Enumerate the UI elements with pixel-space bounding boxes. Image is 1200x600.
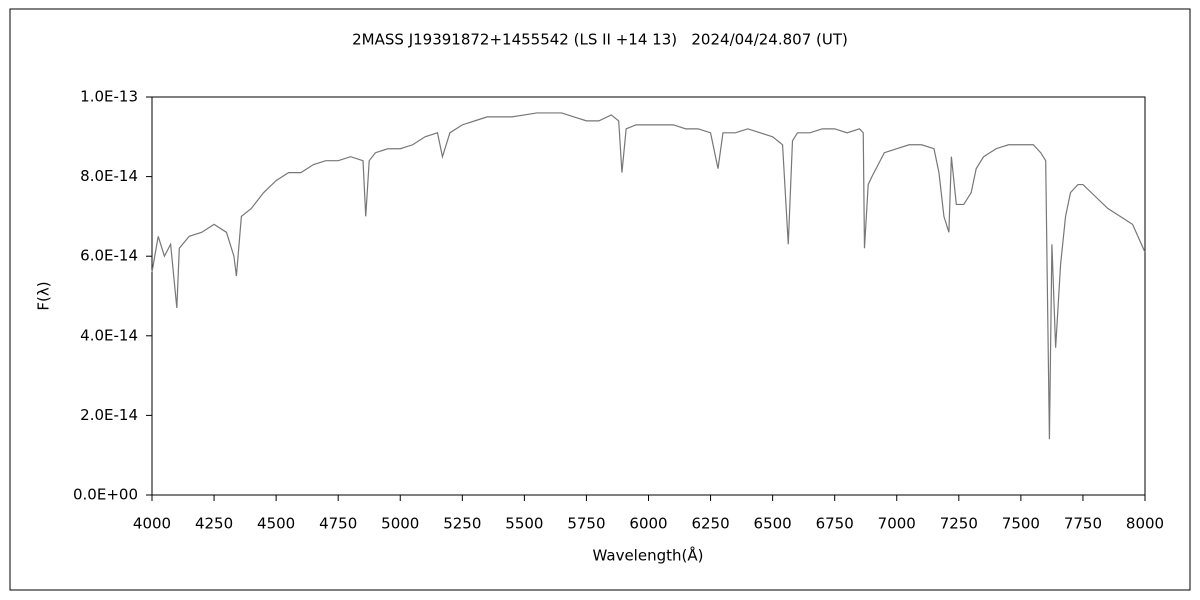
x-tick-label: 6750: [816, 515, 854, 533]
plot-frame: [151, 96, 1146, 496]
x-tick-label: 4500: [257, 515, 295, 533]
x-tick-label: 7750: [1064, 515, 1102, 533]
y-tick-label: 1.0E-13: [80, 88, 138, 106]
x-tick-label: 5500: [505, 515, 543, 533]
x-tick-label: 5250: [443, 515, 481, 533]
x-tick-label: 6500: [754, 515, 792, 533]
x-tick-label: 5750: [567, 515, 605, 533]
y-tick-label: 4.0E-14: [80, 326, 138, 344]
y-tick-label: 2.0E-14: [80, 406, 138, 424]
x-tick-label: 4250: [195, 515, 233, 533]
y-tick-label: 8.0E-14: [80, 167, 138, 185]
x-tick-label: 7000: [878, 515, 916, 533]
x-tick-label: 4750: [319, 515, 357, 533]
x-tick-label: 6000: [629, 515, 667, 533]
x-tick-label: 5000: [381, 515, 419, 533]
x-tick-label: 8000: [1126, 515, 1164, 533]
x-tick-label: 7500: [1002, 515, 1040, 533]
spectrum-line: [151, 112, 1146, 440]
x-axis-label: Wavelength(Å): [593, 546, 704, 565]
x-tick-label: 7250: [940, 515, 978, 533]
y-tick-label: 6.0E-14: [80, 247, 138, 265]
y-tick-label: 0.0E+00: [73, 486, 138, 504]
y-axis-label: F(λ): [35, 281, 53, 310]
outer-frame: [9, 8, 1191, 591]
chart-title: 2MASS J19391872+1455542 (LS II +14 13) 2…: [352, 31, 848, 49]
x-tick-label: 4000: [133, 515, 171, 533]
x-tick-label: 6250: [691, 515, 729, 533]
